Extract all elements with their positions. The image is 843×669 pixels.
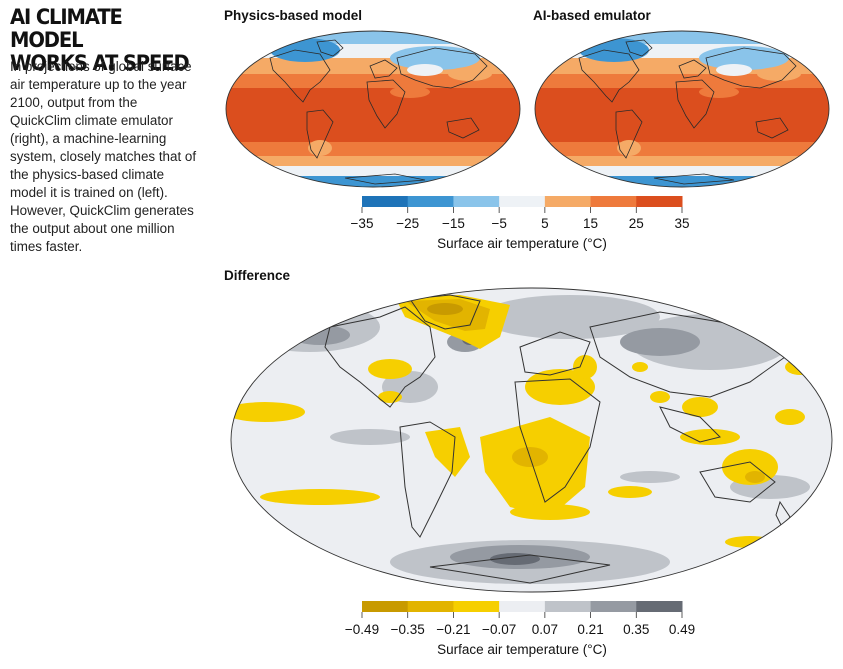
- temperature-colorbar-swatch: [499, 196, 546, 207]
- difference-colorbar-swatch: [453, 601, 500, 612]
- difference-colorbar-tick-label: 0.07: [531, 622, 558, 637]
- temperature-colorbar-swatch: [407, 196, 454, 207]
- temperature-colorbar-tick-label: −25: [396, 216, 420, 231]
- temperature-colorbar-swatch: [362, 196, 409, 207]
- difference-colorbar-swatch: [636, 601, 683, 612]
- temperature-colorbar-swatch: [590, 196, 637, 207]
- difference-colorbar-swatch: [362, 601, 409, 612]
- temperature-colorbar-tick-label: −5: [491, 216, 507, 231]
- temperature-colorbar-tick-label: −15: [441, 216, 465, 231]
- temperature-colorbar-title: Surface air temperature (°C): [437, 236, 607, 251]
- figure-description: In projections of global surface air tem…: [10, 59, 197, 254]
- temperature-colorbar-swatch: [544, 196, 592, 207]
- difference-map: [230, 287, 833, 593]
- difference-colorbar-swatch: [544, 601, 592, 612]
- title-line-1: AI CLIMATE MODEL: [10, 5, 123, 52]
- difference-colorbar-swatch: [407, 601, 454, 612]
- difference-colorbar-tick-label: −0.07: [482, 622, 517, 637]
- difference-label: Difference: [224, 268, 291, 283]
- difference-colorbar-title: Surface air temperature (°C): [437, 642, 607, 657]
- temperature-colorbar-tick-label: −35: [350, 216, 374, 231]
- emulator-map: [534, 30, 830, 188]
- difference-colorbar-tick-label: −0.21: [436, 622, 471, 637]
- temperature-colorbar-tick-label: 5: [541, 216, 549, 231]
- difference-colorbar-swatch: [499, 601, 546, 612]
- difference-colorbar: [361, 601, 683, 618]
- difference-colorbar-swatch: [590, 601, 637, 612]
- title-line-2: WORKS AT SPEED: [10, 51, 190, 75]
- difference-colorbar-tick-label: 0.49: [668, 622, 696, 637]
- temperature-colorbar: [361, 196, 683, 213]
- temperature-colorbar-swatch: [636, 196, 683, 207]
- temperature-colorbar-tick-label: 35: [674, 216, 690, 231]
- temperature-colorbar-tick-label: 25: [628, 216, 644, 231]
- emulator-label: AI-based emulator: [533, 8, 651, 23]
- temperature-colorbar-tick-label: 15: [583, 216, 599, 231]
- difference-colorbar-tick-label: 0.21: [577, 622, 604, 637]
- temperature-colorbar-swatch: [453, 196, 500, 207]
- physics-model-label: Physics-based model: [224, 8, 363, 23]
- difference-colorbar-tick-label: −0.35: [390, 622, 425, 637]
- difference-colorbar-tick-label: 0.35: [623, 622, 650, 637]
- figure-title: AI CLIMATE MODEL WORKS AT SPEED: [10, 6, 196, 75]
- physics-model-map: [225, 30, 521, 188]
- difference-colorbar-tick-label: −0.49: [344, 622, 380, 637]
